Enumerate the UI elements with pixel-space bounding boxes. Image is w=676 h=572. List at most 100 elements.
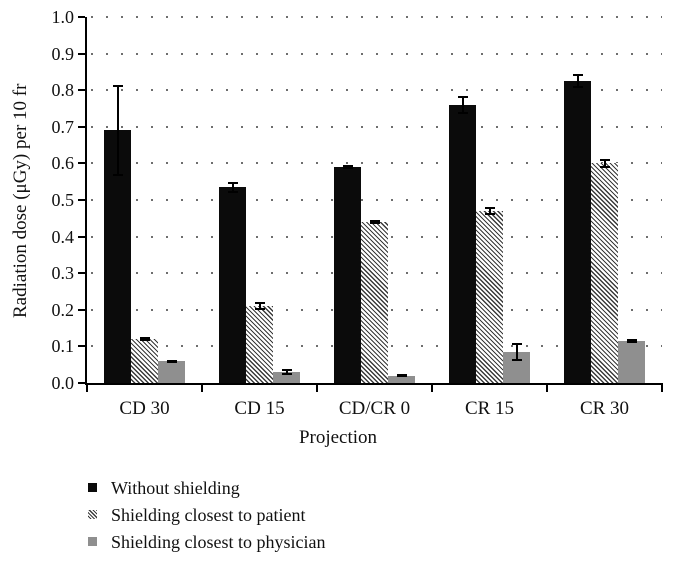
y-axis-tick bbox=[78, 199, 85, 201]
gridline bbox=[91, 199, 662, 201]
x-category-label: CD 15 bbox=[234, 398, 285, 419]
y-axis-tick bbox=[78, 162, 85, 165]
bar-series1-cd-cr-0 bbox=[334, 167, 361, 383]
y-tick-label: 0.3 bbox=[51, 263, 75, 284]
error-bar-cap bbox=[369, 220, 380, 223]
error-bar-cap bbox=[599, 159, 610, 161]
error-bar-cap bbox=[511, 342, 522, 345]
gridline bbox=[91, 52, 662, 55]
plot-area: 0.0 0.1 0.2 0.3 0.4 0.5 0.6 0.7 0.8 0.9 1.0 CD 30 CD… bbox=[51, 7, 663, 419]
error-bar-cap bbox=[572, 86, 583, 89]
y-tick-label: 0.2 bbox=[51, 299, 75, 320]
legend-swatch-solid-black bbox=[88, 483, 97, 492]
gridline bbox=[91, 89, 662, 92]
x-axis-tick bbox=[431, 385, 433, 392]
y-tick-label: 0.7 bbox=[51, 116, 75, 137]
error-bar-cap bbox=[572, 73, 583, 76]
error-bar bbox=[281, 369, 292, 375]
y-axis-tick bbox=[78, 308, 85, 311]
legend-label: Shielding closest to physician bbox=[111, 531, 326, 552]
error-bar-cap bbox=[139, 337, 150, 340]
error-bar bbox=[396, 374, 407, 378]
x-category-label: CD/CR 0 bbox=[338, 398, 411, 419]
error-bar-cap bbox=[626, 339, 637, 342]
error-bar-line bbox=[346, 164, 349, 170]
y-axis-tick bbox=[78, 125, 85, 128]
error-bar bbox=[342, 164, 353, 170]
error-bar-cap bbox=[396, 375, 407, 378]
x-axis-tick bbox=[316, 385, 318, 392]
y-tick-label: 1.0 bbox=[51, 7, 75, 27]
bar-series1-cr-15 bbox=[449, 104, 476, 383]
bar-series3-cd-15 bbox=[273, 372, 300, 383]
bar-series2-cd-cr-0 bbox=[361, 221, 388, 383]
x-category-label: CR 30 bbox=[579, 398, 630, 419]
legend-item-2: Shielding closest to patient bbox=[88, 501, 325, 528]
gridline bbox=[91, 125, 662, 128]
x-axis-line bbox=[85, 383, 663, 385]
error-bar-cap bbox=[484, 207, 495, 210]
bar-series2-cr-15 bbox=[476, 210, 503, 383]
error-bar-cap bbox=[626, 340, 637, 343]
error-bar-cap bbox=[457, 95, 468, 98]
error-bar bbox=[369, 220, 380, 224]
error-bar-line bbox=[488, 207, 491, 215]
error-bar-line bbox=[461, 95, 464, 114]
legend-label: Without shielding bbox=[111, 477, 240, 498]
error-bar-line bbox=[576, 73, 579, 89]
x-axis-tick bbox=[661, 385, 663, 392]
error-bar-cap bbox=[457, 111, 468, 114]
error-bar bbox=[626, 339, 637, 343]
error-bar-cap bbox=[112, 174, 123, 177]
error-bar bbox=[139, 337, 150, 341]
y-axis-line bbox=[85, 17, 87, 385]
y-tick-label: 0.0 bbox=[51, 373, 75, 393]
error-bar bbox=[112, 84, 123, 177]
error-bar-cap bbox=[227, 181, 238, 184]
error-bar-cap bbox=[599, 165, 610, 168]
error-bar-cap bbox=[511, 359, 522, 362]
y-axis-tick bbox=[78, 272, 85, 275]
gridline bbox=[91, 16, 662, 18]
error-bar-cap bbox=[254, 302, 265, 305]
error-bar-cap bbox=[227, 190, 238, 193]
error-bar bbox=[457, 95, 468, 114]
y-axis-tick bbox=[78, 52, 85, 55]
error-bar-cap bbox=[281, 372, 292, 375]
error-bar bbox=[484, 207, 495, 215]
y-tick-label: 0.8 bbox=[51, 80, 75, 101]
error-bar-line bbox=[285, 369, 288, 375]
bar-series2-cd-15 bbox=[246, 306, 273, 383]
y-tick-label: 0.5 bbox=[51, 190, 75, 210]
error-bar bbox=[599, 159, 610, 168]
error-bar-cap bbox=[254, 307, 265, 310]
error-bar bbox=[511, 342, 522, 362]
y-tick-label: 0.9 bbox=[51, 43, 75, 64]
error-bar-cap bbox=[139, 338, 150, 341]
bar-series2-cd-30 bbox=[131, 339, 158, 383]
y-tick-label: 0.1 bbox=[51, 336, 75, 357]
legend-label: Shielding closest to patient bbox=[111, 504, 306, 525]
error-bar-cap bbox=[166, 360, 177, 363]
legend-swatch-diagonal-hatch bbox=[88, 510, 97, 519]
error-bar-line bbox=[116, 84, 119, 177]
error-bar-line bbox=[231, 181, 234, 193]
x-axis-tick bbox=[546, 385, 548, 392]
error-bar-cap bbox=[342, 164, 353, 167]
gridline bbox=[91, 162, 662, 165]
y-axis-tick bbox=[78, 235, 85, 238]
y-axis-tick bbox=[78, 382, 85, 384]
error-bar bbox=[572, 73, 583, 89]
bar-series1-cr-30 bbox=[564, 81, 591, 383]
error-bar-line bbox=[515, 342, 518, 362]
y-axis-tick bbox=[78, 16, 85, 18]
error-bar-line bbox=[258, 302, 261, 310]
y-axis-tick bbox=[78, 345, 85, 348]
x-axis-tick bbox=[201, 385, 203, 392]
x-category-label: CD 30 bbox=[119, 398, 170, 419]
error-bar-line bbox=[603, 159, 606, 168]
bar-series1-cd-15 bbox=[219, 187, 246, 383]
y-axis-tick bbox=[78, 89, 85, 92]
bar-series3-cr-30 bbox=[618, 340, 645, 383]
